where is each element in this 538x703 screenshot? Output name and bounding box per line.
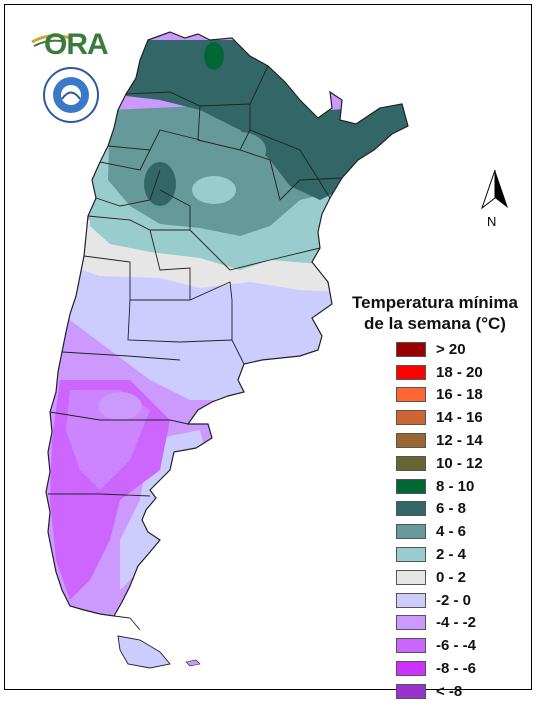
legend-swatch <box>396 569 426 585</box>
legend-item: > 20 <box>396 338 483 361</box>
legend-label: > 20 <box>436 340 466 358</box>
legend-item: -4 - -2 <box>396 612 483 635</box>
legend-label: -4 - -2 <box>436 614 477 632</box>
legend-label: 6 - 8 <box>436 500 467 518</box>
map-frame <box>4 4 532 690</box>
legend-label: 12 - 14 <box>436 432 483 450</box>
legend-item: 14 - 16 <box>396 406 483 429</box>
legend-item: 18 - 20 <box>396 361 483 384</box>
legend-item: 6 - 8 <box>396 498 483 521</box>
legend-item: 2 - 4 <box>396 543 483 566</box>
legend-label: 14 - 16 <box>436 409 483 427</box>
legend-title-line2: de la semana (°C) <box>364 314 506 333</box>
north-arrow-icon <box>480 168 510 230</box>
legend-label: -8 - -6 <box>436 660 477 678</box>
legend-label: < -8 <box>436 682 463 700</box>
legend-label: 10 - 12 <box>436 454 483 472</box>
legend-label: 4 - 6 <box>436 523 467 541</box>
legend-title: Temperatura mínima de la semana (°C) <box>340 292 530 334</box>
legend-item: 8 - 10 <box>396 475 483 498</box>
legend-swatch <box>396 455 426 471</box>
north-label: N <box>487 214 497 229</box>
legend-swatch <box>396 524 426 540</box>
legend-title-line1: Temperatura mínima <box>352 293 518 312</box>
ora-logo-text: ORA <box>44 28 109 61</box>
ora-logo: ORA <box>30 24 110 64</box>
legend-swatch <box>396 433 426 449</box>
legend-item: 10 - 12 <box>396 452 483 475</box>
legend-swatch <box>396 410 426 426</box>
legend-item: -8 - -6 <box>396 657 483 680</box>
smn-seal-icon <box>42 66 100 124</box>
legend-item: 12 - 14 <box>396 429 483 452</box>
legend-item: 0 - 2 <box>396 566 483 589</box>
legend-item: < -8 <box>396 680 483 703</box>
legend-swatch <box>396 615 426 631</box>
legend-swatch <box>396 478 426 494</box>
legend-label: 2 - 4 <box>436 546 467 564</box>
legend-swatch <box>396 387 426 403</box>
legend-label: 0 - 2 <box>436 568 467 586</box>
legend-item: 4 - 6 <box>396 520 483 543</box>
legend-swatch <box>396 501 426 517</box>
legend-swatch <box>396 661 426 677</box>
legend-label: -2 - 0 <box>436 591 472 609</box>
legend-swatch <box>396 592 426 608</box>
legend-swatch <box>396 341 426 357</box>
legend-swatch <box>396 547 426 563</box>
legend-swatch <box>396 683 426 699</box>
legend-item: -6 - -4 <box>396 634 483 657</box>
legend-label: 8 - 10 <box>436 477 475 495</box>
legend-label: -6 - -4 <box>436 637 477 655</box>
legend-item: -2 - 0 <box>396 589 483 612</box>
legend-swatch <box>396 364 426 380</box>
legend-label: 18 - 20 <box>436 363 483 381</box>
legend-label: 16 - 18 <box>436 386 483 404</box>
legend: > 20 18 - 20 16 - 18 14 - 16 12 - 14 10 - 12 8… <box>396 338 483 703</box>
legend-swatch <box>396 638 426 654</box>
legend-item: 16 - 18 <box>396 384 483 407</box>
